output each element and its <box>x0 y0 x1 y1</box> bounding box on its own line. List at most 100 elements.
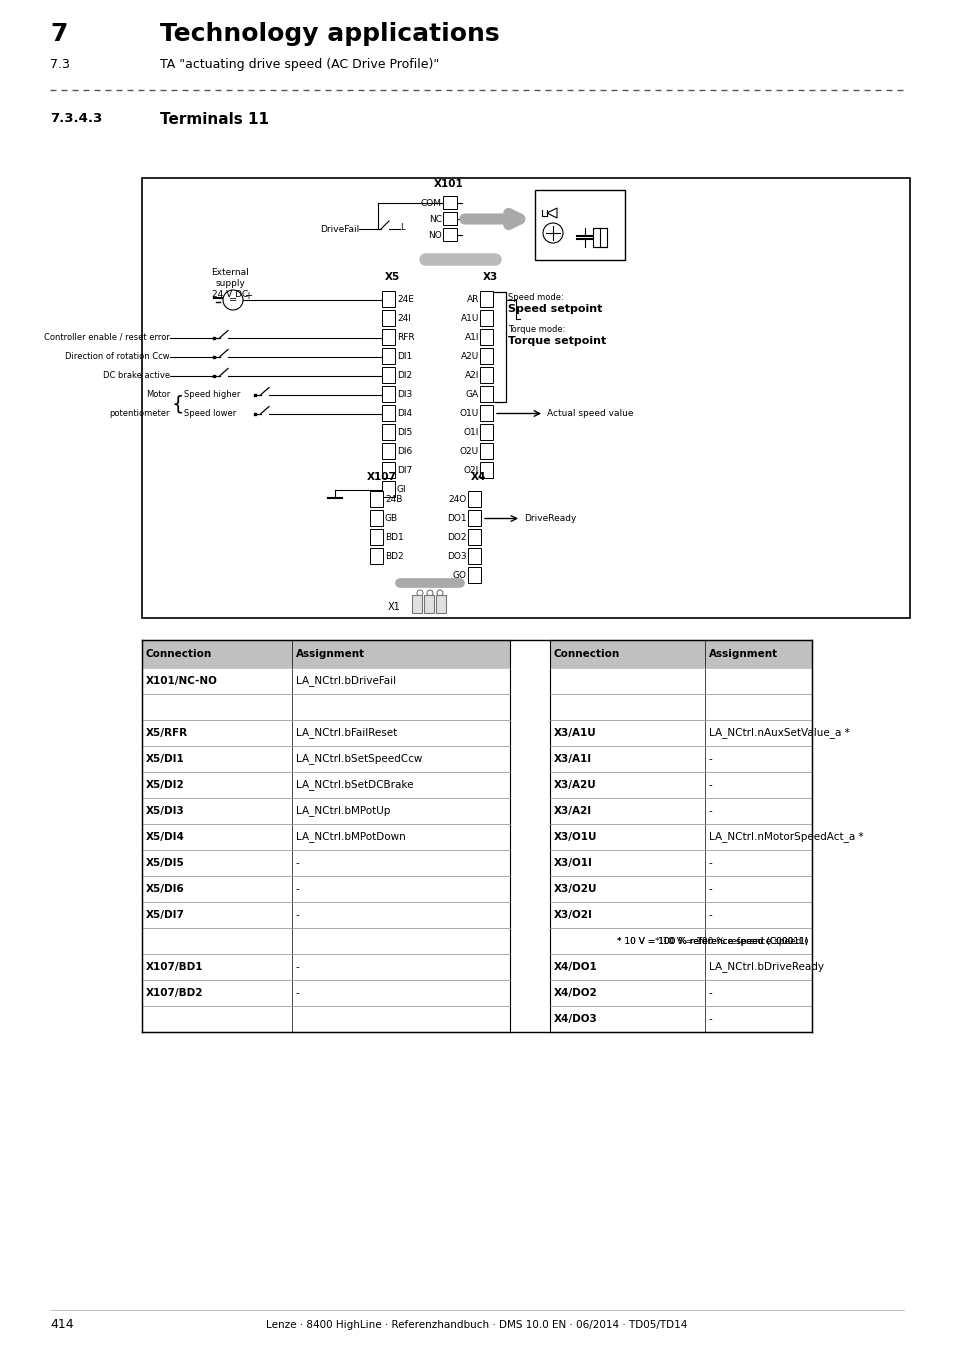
Bar <box>381 329 395 346</box>
Text: Speed higher: Speed higher <box>184 390 240 400</box>
Bar <box>442 196 456 209</box>
Text: GI: GI <box>396 485 406 494</box>
Text: DriveFail: DriveFail <box>319 224 358 234</box>
Bar <box>479 310 493 325</box>
Bar <box>468 567 480 583</box>
Bar <box>423 595 434 613</box>
Text: X101/NC-NO: X101/NC-NO <box>146 676 217 686</box>
Text: X5/DI6: X5/DI6 <box>146 884 185 894</box>
Bar <box>442 212 456 225</box>
Bar <box>479 367 493 383</box>
Text: X5/DI7: X5/DI7 <box>146 910 185 919</box>
Text: DI6: DI6 <box>396 447 412 456</box>
Text: X5/DI2: X5/DI2 <box>146 780 185 790</box>
Text: 24 V DC: 24 V DC <box>212 290 248 298</box>
Bar <box>381 386 395 402</box>
Bar <box>381 443 395 459</box>
Text: potentiometer: potentiometer <box>110 409 170 418</box>
Text: supply: supply <box>214 279 245 288</box>
Text: Speed lower: Speed lower <box>184 409 236 418</box>
Text: LA_NCtrl.bDriveFail: LA_NCtrl.bDriveFail <box>295 675 395 686</box>
Text: 7: 7 <box>50 22 68 46</box>
Bar <box>381 367 395 383</box>
Text: {: { <box>172 394 184 413</box>
Text: -: - <box>708 806 712 815</box>
Text: Torque mode:: Torque mode: <box>507 325 565 333</box>
Bar <box>479 462 493 478</box>
Text: -: - <box>295 963 299 972</box>
Text: External: External <box>211 269 249 277</box>
Text: TA "actuating drive speed (AC Drive Profile)": TA "actuating drive speed (AC Drive Prof… <box>160 58 438 72</box>
Bar <box>479 386 493 402</box>
Text: X4: X4 <box>470 472 485 482</box>
Text: X4/DO3: X4/DO3 <box>554 1014 598 1025</box>
Text: LA_NCtrl.bDriveReady: LA_NCtrl.bDriveReady <box>708 961 823 972</box>
Text: 24B: 24B <box>385 495 402 504</box>
Text: DriveReady: DriveReady <box>523 514 576 522</box>
Text: X5/DI3: X5/DI3 <box>146 806 185 815</box>
Text: X101: X101 <box>434 180 463 189</box>
Text: DO1: DO1 <box>447 514 467 522</box>
Text: DI4: DI4 <box>396 409 412 418</box>
Text: Technology applications: Technology applications <box>160 22 499 46</box>
Text: X5/DI4: X5/DI4 <box>146 832 185 842</box>
Bar <box>381 405 395 421</box>
Bar <box>468 529 480 545</box>
Text: DI3: DI3 <box>396 390 412 400</box>
Bar <box>593 228 606 247</box>
Text: X107: X107 <box>367 472 396 482</box>
Text: X3/O2U: X3/O2U <box>554 884 597 894</box>
Bar <box>381 292 395 306</box>
Text: COM: COM <box>420 198 441 208</box>
Bar <box>142 178 909 618</box>
Bar <box>412 595 421 613</box>
Text: A1I: A1I <box>464 333 478 342</box>
Text: Direction of rotation Ccw: Direction of rotation Ccw <box>66 352 170 360</box>
Text: 24E: 24E <box>396 296 414 304</box>
Bar <box>535 190 624 261</box>
Text: A1U: A1U <box>460 315 478 323</box>
Text: Actual speed value: Actual speed value <box>546 409 633 418</box>
Text: LA_NCtrl.bMPotDown: LA_NCtrl.bMPotDown <box>295 832 405 842</box>
Text: =: = <box>229 296 236 305</box>
Text: * 10 V = 100 % reference speed (C00011): * 10 V = 100 % reference speed (C00011) <box>616 937 807 945</box>
Text: A2U: A2U <box>460 352 478 360</box>
Text: Assignment: Assignment <box>295 649 365 659</box>
Bar <box>468 491 480 508</box>
Text: X3: X3 <box>482 271 497 282</box>
Text: -: - <box>295 910 299 919</box>
Text: LA_NCtrl.bSetSpeedCcw: LA_NCtrl.bSetSpeedCcw <box>295 753 422 764</box>
Text: Controller enable / reset error: Controller enable / reset error <box>44 333 170 342</box>
Bar <box>370 510 382 526</box>
Text: LA_NCtrl.nAuxSetValue_a *: LA_NCtrl.nAuxSetValue_a * <box>708 728 849 738</box>
Text: RFR: RFR <box>396 333 415 342</box>
Text: NO: NO <box>428 231 441 239</box>
Text: * 10 V = 100 % reference speed (C00011): * 10 V = 100 % reference speed (C00011) <box>616 937 807 945</box>
Text: DC brake active: DC brake active <box>103 371 170 379</box>
Text: 7.3.4.3: 7.3.4.3 <box>50 112 102 126</box>
Text: X107/BD1: X107/BD1 <box>146 963 203 972</box>
Text: GB: GB <box>385 514 397 522</box>
Text: -: - <box>708 988 712 998</box>
Text: X4/DO1: X4/DO1 <box>554 963 598 972</box>
Text: Assignment: Assignment <box>708 649 778 659</box>
Text: -: - <box>708 859 712 868</box>
Text: X5/RFR: X5/RFR <box>146 728 188 738</box>
Text: Motor: Motor <box>146 390 170 400</box>
Bar <box>436 595 446 613</box>
Bar <box>142 640 510 668</box>
Text: NC: NC <box>429 215 441 224</box>
Bar <box>479 329 493 346</box>
Text: -: - <box>295 988 299 998</box>
Text: X3/O1U: X3/O1U <box>554 832 597 842</box>
Text: Connection: Connection <box>146 649 212 659</box>
Text: X3/O1I: X3/O1I <box>554 859 592 868</box>
Text: 414: 414 <box>50 1319 73 1331</box>
Bar <box>479 424 493 440</box>
Bar <box>381 310 395 325</box>
Text: X3/A2U: X3/A2U <box>554 780 597 790</box>
Text: 24I: 24I <box>396 315 411 323</box>
Text: X107/BD2: X107/BD2 <box>146 988 203 998</box>
Text: Speed mode:: Speed mode: <box>507 293 563 302</box>
Text: O2I: O2I <box>463 466 478 475</box>
